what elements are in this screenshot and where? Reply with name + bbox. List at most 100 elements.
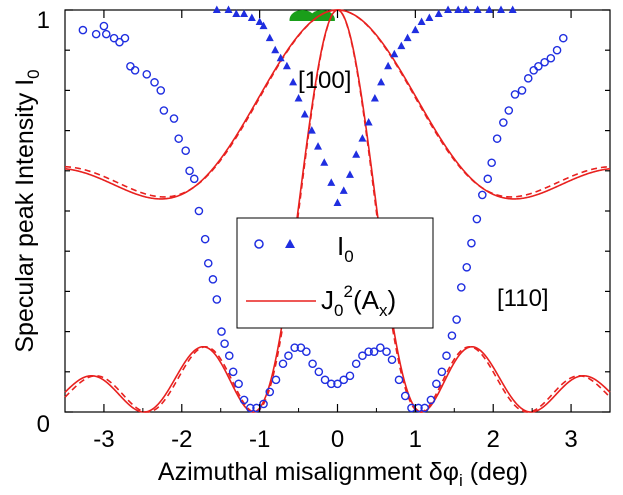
data-point-circle — [369, 347, 379, 357]
data-point-circle — [78, 25, 88, 35]
data-point-circle — [91, 29, 101, 39]
data-point-triangle — [397, 41, 406, 50]
data-point-circle — [290, 343, 299, 352]
data-point-circle — [517, 86, 527, 95]
data-point-circle — [150, 78, 159, 87]
data-point-triangle — [307, 126, 316, 134]
data-point-circle — [345, 371, 355, 381]
data-point-triangle — [232, 9, 241, 18]
data-point-circle — [523, 74, 533, 83]
data-point-circle — [462, 262, 472, 272]
green-blob-mask — [283, 21, 346, 35]
data-point-circle — [487, 158, 496, 168]
data-point-triangle — [454, 5, 463, 13]
data-point-triangle — [364, 118, 373, 126]
x-tick-label: 0 — [331, 426, 344, 453]
data-point-triangle — [255, 17, 264, 26]
data-point-circle — [472, 214, 482, 224]
data-point-circle — [478, 190, 487, 200]
x-tick-label: -2 — [171, 426, 192, 453]
data-point-circle — [447, 331, 457, 340]
data-point-triangle — [345, 170, 354, 178]
data-point-triangle — [282, 61, 291, 70]
data-markers-100 — [212, 5, 517, 206]
data-point-circle — [174, 134, 183, 143]
data-point-triangle — [224, 5, 233, 13]
data-point-circle — [189, 174, 199, 184]
data-point-circle — [456, 283, 466, 292]
data-point-triangle — [300, 110, 309, 118]
data-point-triangle — [247, 13, 256, 22]
data-point-triangle — [417, 17, 426, 26]
data-point-triangle — [339, 186, 348, 194]
data-point-circle — [314, 367, 324, 377]
data-point-circle — [351, 359, 361, 369]
data-point-circle — [156, 86, 166, 95]
data-point-triangle — [240, 9, 249, 18]
data-point-triangle — [461, 5, 470, 13]
data-point-circle — [245, 403, 255, 413]
data-point-circle — [208, 275, 218, 284]
legend: I0 J02(Ax) — [236, 217, 434, 329]
data-point-triangle — [425, 13, 434, 22]
data-point-triangle — [212, 5, 221, 13]
data-point-circle — [442, 351, 451, 361]
data-point-circle — [308, 359, 317, 369]
x-axis-ticks — [64, 10, 611, 412]
data-point-circle — [320, 375, 330, 385]
data-point-circle — [212, 295, 222, 304]
data-point-circle — [271, 375, 281, 385]
data-point-circle — [534, 61, 543, 71]
data-point-circle — [120, 33, 130, 43]
data-point-circle — [452, 315, 461, 324]
data-point-circle — [228, 367, 238, 377]
data-point-circle — [426, 395, 436, 405]
green-blob — [283, 10, 346, 35]
legend-label-I0: I0 — [337, 231, 354, 266]
data-point-circle — [220, 339, 229, 348]
data-point-triangle — [294, 93, 303, 102]
data-point-circle — [185, 166, 194, 176]
data-point-circle — [109, 33, 119, 43]
data-point-triangle — [390, 49, 399, 58]
data-point-circle — [181, 146, 190, 155]
data-point-circle — [101, 29, 111, 39]
x-axis-title: Azimuthal misalignment δφi (deg) — [158, 458, 528, 490]
data-point-circle — [483, 174, 493, 184]
data-point-circle — [99, 21, 109, 31]
x-tick-label: -1 — [249, 426, 270, 453]
data-point-circle — [467, 238, 476, 248]
data-point-circle — [504, 106, 514, 115]
data-point-circle — [130, 66, 140, 75]
data-point-triangle — [333, 198, 342, 206]
data-point-circle — [284, 351, 293, 361]
x-tick-label: 2 — [487, 426, 500, 453]
y-axis-ticks — [65, 9, 610, 413]
data-point-circle — [420, 403, 430, 413]
data-point-circle — [296, 343, 306, 352]
curve-100-dashed — [64, 9, 611, 198]
data-point-circle — [142, 70, 152, 79]
data-point-triangle — [352, 150, 361, 158]
data-point-circle — [159, 106, 169, 115]
legend-box — [236, 217, 434, 329]
data-point-triangle — [403, 33, 412, 42]
data-point-circle — [333, 379, 342, 389]
curve-100-solid — [64, 9, 611, 200]
y-tick-label-0: 0 — [37, 411, 50, 438]
data-point-triangle — [271, 45, 280, 54]
data-point-circle — [239, 395, 249, 405]
data-point-triangle — [358, 134, 367, 142]
data-point-circle — [499, 118, 508, 127]
data-point-triangle — [497, 5, 505, 13]
data-point-circle — [529, 66, 539, 75]
data-point-circle — [558, 33, 568, 43]
y-axis-title: Specular peak Intensity I0 — [11, 69, 43, 352]
data-point-circle — [194, 206, 204, 216]
data-point-triangle — [276, 53, 285, 62]
y-tick-label-1: 1 — [37, 7, 50, 34]
data-point-circle — [234, 379, 243, 389]
data-point-circle — [382, 347, 391, 357]
data-point-circle — [546, 53, 556, 63]
